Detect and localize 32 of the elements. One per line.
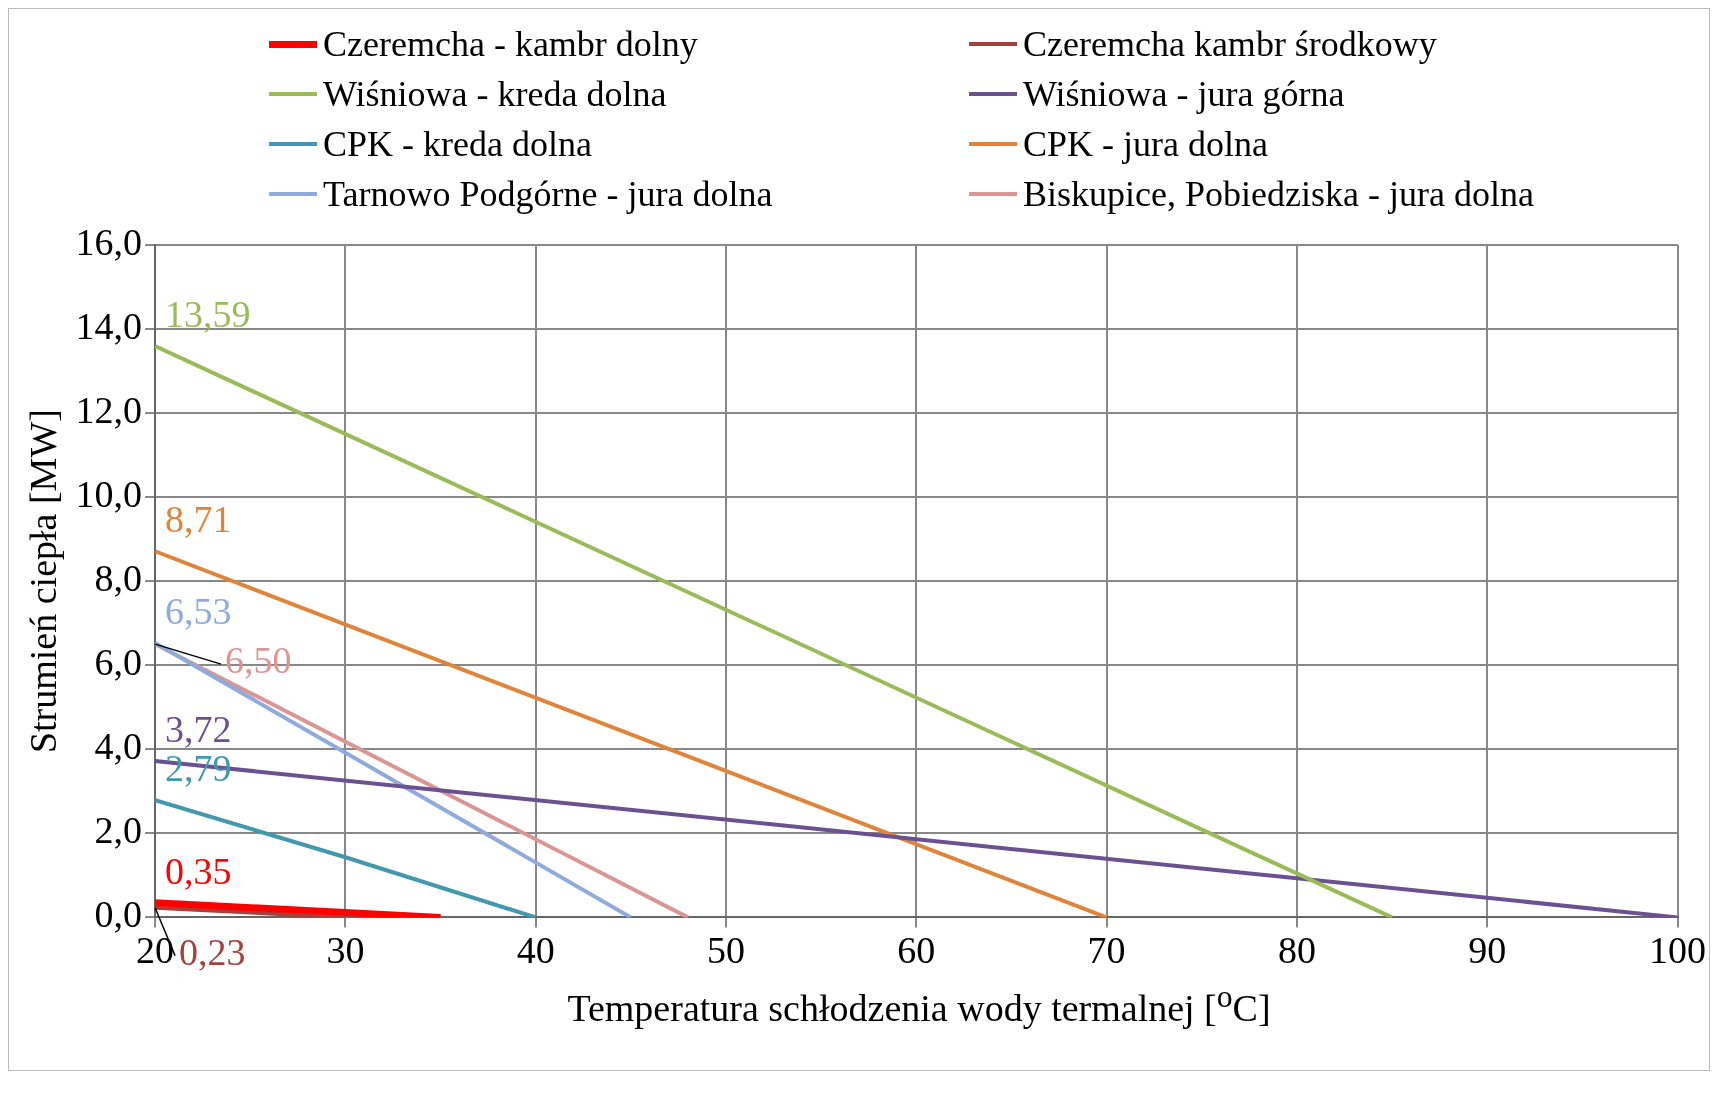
y-tick-label: 2,0 [94, 809, 143, 852]
x-tick-label: 100 [1649, 929, 1706, 972]
data-label: 0,23 [179, 930, 246, 973]
legend-label: Tarnowo Podgórne - jura dolna [323, 173, 773, 215]
data-label: 0,35 [165, 849, 232, 892]
x-tick-label: 90 [1468, 929, 1507, 972]
y-tick-label: 10,0 [75, 473, 143, 516]
legend-label: CPK - kreda dolna [323, 123, 592, 165]
y-tick-label: 4,0 [94, 725, 143, 768]
legend-label: Biskupice, Pobiedziska - jura dolna [1023, 173, 1534, 215]
legend-label: Czeremcha kambr środkowy [1023, 23, 1437, 65]
data-label: 3,72 [165, 708, 232, 750]
y-tick-label: 8,0 [94, 557, 143, 600]
data-label: 8,71 [165, 498, 232, 541]
x-tick-label: 40 [516, 929, 555, 972]
x-tick-label: 30 [326, 929, 365, 972]
legend-label: Czeremcha - kambr dolny [323, 23, 698, 65]
y-axis-title: Strumień ciepła [MW] [21, 409, 64, 754]
x-tick-label: 70 [1087, 929, 1126, 972]
legend-label: CPK - jura dolna [1023, 123, 1268, 165]
x-axis-title: Temperatura schłodzenia wody termalnej [$^{o}$C] [566, 979, 1272, 1031]
legend-label: Wiśniowa - jura górna [1023, 73, 1345, 115]
y-tick-label: 14,0 [75, 304, 143, 347]
y-tick-label: 16,0 [75, 220, 143, 263]
x-tick-label: 50 [707, 929, 745, 972]
data-label: 6,53 [165, 589, 232, 632]
x-tick-label: 60 [897, 929, 936, 972]
x-tick-label: 80 [1277, 929, 1316, 972]
y-tick-label: 6,0 [94, 641, 143, 684]
legend-label: Wiśniowa - kreda dolna [323, 73, 667, 115]
y-tick-label: 12,0 [75, 388, 143, 431]
data-label: 13,59 [165, 293, 251, 336]
